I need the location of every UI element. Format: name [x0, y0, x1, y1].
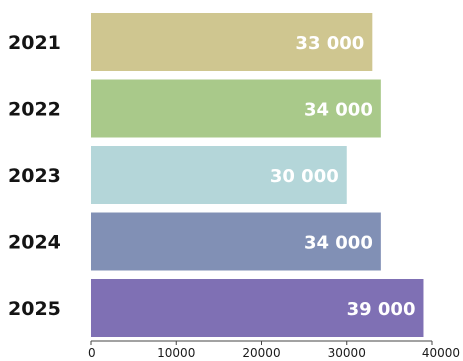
category-label-2024: 2024: [8, 232, 61, 254]
bar-2025: [91, 279, 424, 337]
bar-2023: [91, 146, 347, 204]
bar-2024: [91, 212, 381, 271]
category-label-2025: 2025: [8, 298, 61, 320]
bar-2021: [91, 13, 373, 71]
x-tick-label-20000: 20000: [242, 346, 280, 360]
category-label-2022: 2022: [8, 99, 61, 121]
category-label-2023: 2023: [8, 165, 61, 187]
value-labels: 33 000 34 000 30 000 34 000 39 000: [270, 33, 416, 320]
value-label-2025: 39 000: [347, 299, 416, 320]
x-tick-label-30000: 30000: [328, 346, 366, 360]
x-tick-label-40000: 40000: [422, 346, 460, 360]
category-labels: 2021 2022 2023 2024 2025: [8, 32, 61, 320]
bars-layer: [91, 13, 424, 337]
value-label-2021: 33 000: [295, 33, 364, 54]
value-label-2022: 34 000: [304, 100, 373, 121]
value-label-2023: 30 000: [270, 166, 339, 187]
value-label-2024: 34 000: [304, 233, 373, 254]
bar-2022: [91, 79, 381, 138]
x-axis-ticks: 0 10000 20000 30000 40000: [88, 341, 460, 360]
category-label-2021: 2021: [8, 32, 61, 54]
x-tick-label-10000: 10000: [157, 346, 195, 360]
x-tick-label-0: 0: [88, 346, 96, 360]
